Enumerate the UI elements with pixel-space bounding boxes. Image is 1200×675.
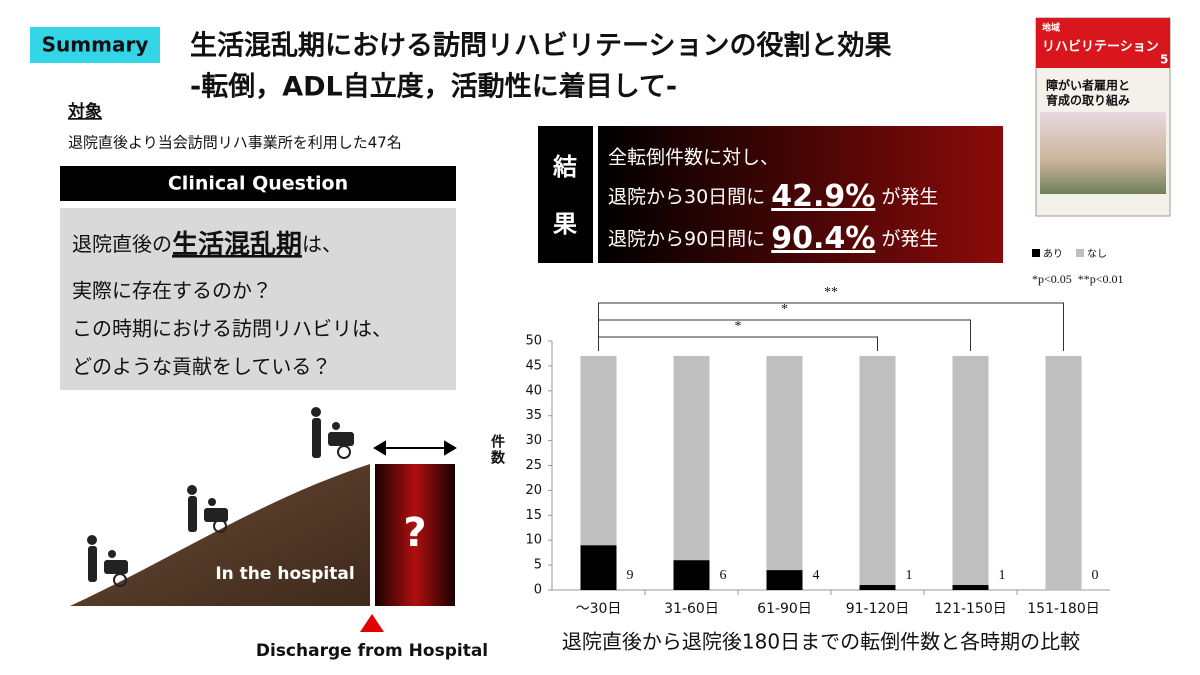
cq-emphasis: 生活混乱期 <box>172 230 302 260</box>
cq-text: は、 <box>302 232 342 256</box>
result-value: 42.9% <box>771 179 875 214</box>
data-label: 4 <box>813 568 820 583</box>
y-tick-label: 50 <box>525 334 542 349</box>
cover-feature: 育成の取り組み <box>1046 93 1130 108</box>
legend-label: なし <box>1087 248 1107 260</box>
y-tick-label: 20 <box>525 483 542 498</box>
cq-box <box>60 208 456 390</box>
result-label-bg <box>538 126 593 263</box>
result-row: 退院から90日間に 90.4% が発生 <box>608 221 938 256</box>
result-text: が発生 <box>881 186 938 208</box>
data-label: 1 <box>906 568 913 583</box>
x-axis-title: 退院直後から退院後180日までの転倒件数と各時期の比較 <box>562 630 1080 654</box>
y-tick-label: 0 <box>534 583 542 598</box>
legend-swatch <box>1032 249 1040 257</box>
result-text: が発生 <box>881 228 938 250</box>
legend-label: あり <box>1043 248 1063 260</box>
subtitle: -転倒，ADL自立度，活動性に着目して- <box>190 71 677 103</box>
y-tick-label: 40 <box>525 383 542 398</box>
bar <box>952 355 989 586</box>
people-icons <box>87 407 354 587</box>
y-tick-label: 5 <box>534 558 542 573</box>
data-label: 9 <box>627 568 634 583</box>
hospital-label: In the hospital <box>215 564 354 584</box>
unknown-period <box>375 464 455 606</box>
slope <box>70 464 370 606</box>
cq-line: どのような貢献をしている？ <box>72 355 331 379</box>
y-axis-title: 件数 <box>489 433 506 466</box>
data-label: 0 <box>1092 568 1099 583</box>
cover-photo <box>1040 112 1166 194</box>
badge: Summary <box>42 33 149 57</box>
period-arrow <box>373 440 457 456</box>
y-tick-label: 35 <box>525 408 542 423</box>
cover-feature: 障がい者雇用と <box>1046 78 1130 93</box>
data-label: 1 <box>999 568 1006 583</box>
result-row: 退院から30日間に 42.9% が発生 <box>608 179 938 214</box>
cover-series: 地域 <box>1042 22 1060 34</box>
discharge-label: Discharge from Hospital <box>256 641 488 661</box>
result-label: 果 <box>553 210 577 238</box>
cover-band <box>1036 18 1170 68</box>
subject-text: 退院直後より当会訪問リハ事業所を利用した47名 <box>68 134 402 152</box>
x-tick-label: 121-150日 <box>934 601 1007 617</box>
question-mark: ? <box>403 510 426 556</box>
y-tick-label: 10 <box>525 533 542 548</box>
result-value: 90.4% <box>771 221 875 256</box>
bar <box>766 355 803 571</box>
bar <box>859 585 896 590</box>
result-text: 退院から30日間に <box>608 186 765 208</box>
significance-label: * <box>781 302 788 317</box>
legend-swatch <box>1076 249 1084 257</box>
result-lead: 全転倒件数に対し、 <box>608 147 779 169</box>
badge-bg <box>30 27 160 63</box>
cq-line: 退院直後の生活混乱期は、 <box>72 230 342 260</box>
y-tick-label: 30 <box>525 433 542 448</box>
data-label: 6 <box>720 568 727 583</box>
y-tick-label: 15 <box>525 508 542 523</box>
bar <box>580 355 617 546</box>
result-box <box>598 126 1003 263</box>
cover-issue: 5 <box>1160 53 1168 67</box>
significance-note: *p<0.05 **p<0.01 <box>1032 272 1124 286</box>
x-tick-label: 61-90日 <box>757 601 812 617</box>
significance-bracket <box>598 319 971 351</box>
bar <box>673 560 710 590</box>
y-tick-label: 45 <box>525 358 542 373</box>
result-text: 退院から90日間に <box>608 228 765 250</box>
bar <box>673 355 710 561</box>
result-label: 結 <box>552 153 577 181</box>
significance-label: * <box>735 319 742 334</box>
cq-line: この時期における訪問リハビリは、 <box>72 317 392 341</box>
cq-heading: Clinical Question <box>168 173 348 195</box>
bar <box>1045 355 1082 590</box>
significance-bracket <box>598 302 1064 351</box>
x-tick-label: 151-180日 <box>1027 601 1100 617</box>
y-tick-label: 25 <box>525 458 542 473</box>
cover-title: リハビリテーション <box>1042 39 1159 55</box>
subject-heading: 対象 <box>67 101 102 122</box>
bar <box>859 355 896 586</box>
cq-line: 実際に存在するのか？ <box>72 279 272 303</box>
x-tick-label: 91-120日 <box>846 601 910 617</box>
title: 生活混乱期における訪問リハビリテーションの役割と効果 <box>190 31 891 62</box>
bar <box>766 570 803 590</box>
cq-bar <box>60 166 456 201</box>
significance-bracket <box>598 336 878 351</box>
x-tick-label: 〜30日 <box>576 601 622 617</box>
discharge-marker <box>360 614 384 632</box>
bar <box>952 585 989 590</box>
bar <box>580 545 617 590</box>
x-tick-label: 31-60日 <box>664 601 719 617</box>
cq-text: 退院直後の <box>72 232 172 256</box>
significance-label: ** <box>824 285 838 300</box>
